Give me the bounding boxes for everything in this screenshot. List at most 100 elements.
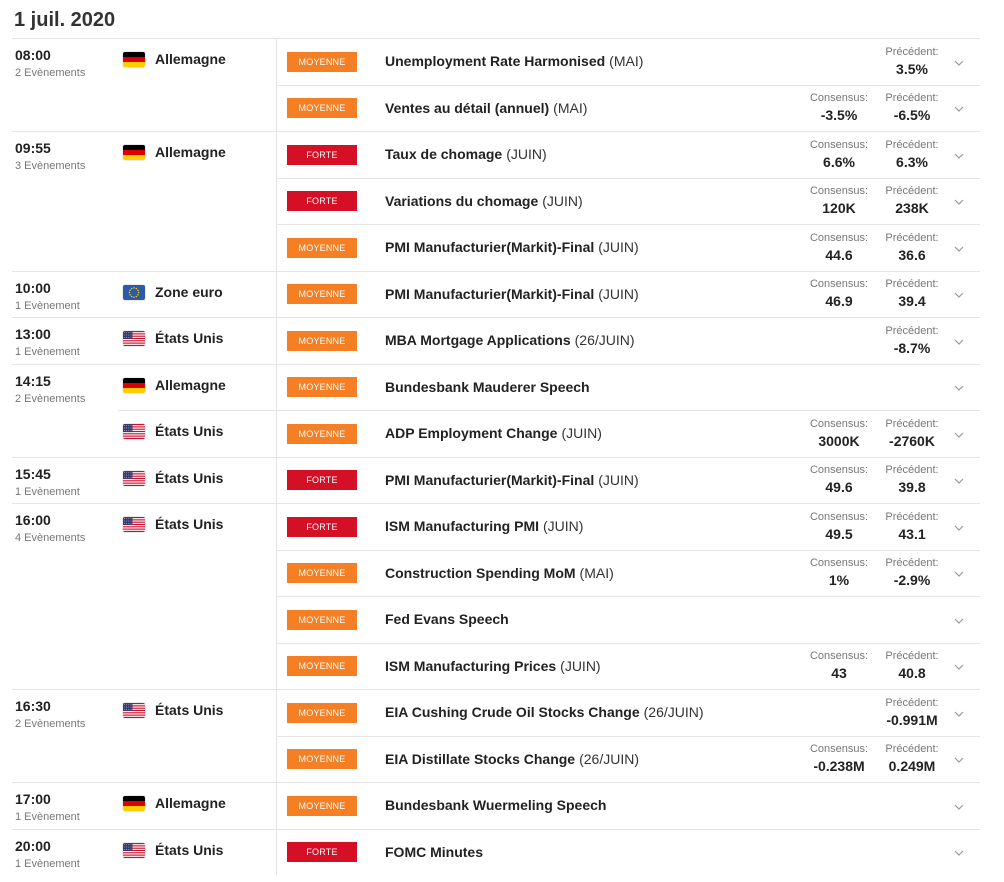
consensus-label: Consensus: [809,557,869,570]
previous-value: -2.9% [893,572,931,589]
consensus-value: -3.5% [820,107,858,124]
previous-label: Précédent: [885,231,939,244]
previous-label: Précédent: [885,557,939,570]
country-groups: États Unis FORTE ISM Manufacturing PMI (JUI… [118,503,980,689]
importance-badge: MOYENNE [287,377,357,398]
event-title: Bundesbank Mauderer Speech [385,379,804,396]
event-group: 14:15 2 Evènements Allemagne MOYENNE Bundesb… [12,363,980,457]
time-cell: 20:00 1 Evènement [12,829,118,876]
country-groups: Allemagne MOYENNE Bundesbank Mauderer Spee… [118,363,980,457]
chevron-down-icon[interactable] [953,802,965,812]
event-row[interactable]: FORTE Variations du chomage (JUIN) Consensu… [277,177,980,225]
event-row[interactable]: MOYENNE PMI Manufacturier(Markit)-Final (J… [277,224,980,271]
chevron-down-icon[interactable] [953,523,965,533]
country-label: Zone euro [123,284,276,301]
chevron-down-icon[interactable] [953,476,965,486]
event-row[interactable]: MOYENNE Construction Spending MoM (MAI) Con… [277,549,980,597]
country-cell: États Unis [118,689,277,782]
country-name: Allemagne [155,144,226,160]
event-name: PMI Manufacturier(Markit)-Final [385,471,595,488]
consensus-cell: Consensus: 6.6% [804,139,874,171]
event-row[interactable]: FORTE ISM Manufacturing PMI (JUIN) Consensu… [277,503,980,550]
previous-label: Précédent: [885,92,939,105]
country-groups: États Unis MOYENNE EIA Cushing Crude Oil S… [118,689,980,782]
event-title: Taux de chomage (JUIN) [385,146,804,163]
chevron-down-icon[interactable] [953,197,965,207]
event-title: ISM Manufacturing Prices (JUIN) [385,658,804,675]
time-cell: 16:00 4 Evènements [12,503,118,689]
event-list: MOYENNE ADP Employment Change (JUIN) Consen… [277,410,980,457]
previous-label: Précédent: [885,650,939,663]
event-time: 16:00 [15,512,51,528]
country-cell: Allemagne [118,363,277,410]
chevron-down-icon[interactable] [953,290,965,300]
country-label: États Unis [123,702,276,719]
chevron-down-icon[interactable] [953,662,965,672]
chevron-down-icon[interactable] [953,430,965,440]
importance-badge: FORTE [287,516,357,537]
chevron-down-icon[interactable] [953,58,965,68]
chevron-down-icon[interactable] [953,151,965,161]
event-row[interactable]: MOYENNE EIA Cushing Crude Oil Stocks Chan… [277,689,980,736]
date-title: 1 juil. 2020 [14,9,116,31]
event-row[interactable]: MOYENNE Bundesbank Wuermeling Speech [277,782,980,829]
event-row[interactable]: MOYENNE PMI Manufacturier(Markit)-Final (J… [277,271,980,318]
event-row[interactable]: MOYENNE Unemployment Rate Harmonised (MAI)… [277,38,980,85]
previous-label: Précédent: [885,743,939,756]
chevron-down-icon[interactable] [953,569,965,579]
event-period: (JUIN) [506,146,547,163]
previous-cell: Précédent: 36.6 [877,232,947,264]
event-list: FORTE FOMC Minutes [277,829,980,876]
event-title: PMI Manufacturier(Markit)-Final (JUIN) [385,286,804,303]
time-cell: 15:45 1 Evènement [12,457,118,504]
event-group: 16:00 4 Evènements États Unis FORTE ISM Manu… [12,503,980,689]
importance-badge: FORTE [287,144,357,165]
event-row[interactable]: MOYENNE Ventes au détail (annuel) (MAI) Con… [277,84,980,132]
previous-value: 39.4 [898,293,926,310]
chevron-down-icon[interactable] [953,709,965,719]
event-period: (MAI) [609,53,644,70]
country-cell: États Unis [118,503,277,689]
event-list: MOYENNE EIA Cushing Crude Oil Stocks Chan… [277,689,980,782]
event-row[interactable]: MOYENNE Bundesbank Mauderer Speech [277,364,980,411]
event-list: MOYENNE Bundesbank Mauderer Speech [277,364,980,411]
country-groups: États Unis FORTE FOMC Minutes [118,828,980,876]
consensus-cell: Consensus: 1% [804,557,874,589]
importance-badge: MOYENNE [287,795,357,816]
event-row[interactable]: MOYENNE Fed Evans Speech [277,596,980,643]
country-name: États Unis [155,330,224,346]
chevron-down-icon[interactable] [953,244,965,254]
event-title: EIA Distillate Stocks Change (26/JUIN) [385,751,804,768]
event-name: FOMC Minutes [385,843,483,860]
country-groups: États Unis FORTE PMI Manufacturier(Markit)… [118,456,980,504]
chevron-down-icon[interactable] [953,383,965,393]
country-cell: Allemagne [118,131,277,271]
previous-cell: Précédent: -8.7% [877,325,947,357]
country-cell: Zone euro [118,270,277,317]
chevron-down-icon[interactable] [953,616,965,626]
country-label: États Unis [123,842,276,859]
previous-label: Précédent: [885,417,939,430]
country-groups: Allemagne MOYENNE Bundesbank Wuermeling Sp… [118,782,980,829]
event-row[interactable]: FORTE Taux de chomage (JUIN) Consensus: 6.6%… [277,131,980,178]
event-name: PMI Manufacturier(Markit)-Final [385,239,595,256]
consensus-cell: Consensus: 120K [804,185,874,217]
event-title: FOMC Minutes [385,844,804,861]
event-row[interactable]: FORTE FOMC Minutes [277,829,980,876]
chevron-down-icon[interactable] [953,104,965,114]
event-row[interactable]: FORTE PMI Manufacturier(Markit)-Final (JUI… [277,457,980,504]
chevron-down-icon[interactable] [953,755,965,765]
event-row[interactable]: MOYENNE MBA Mortgage Applications (26/JUIN… [277,317,980,364]
importance-badge: MOYENNE [287,749,357,770]
country-cell: États Unis [118,456,277,503]
event-row[interactable]: MOYENNE ADP Employment Change (JUIN) Consen… [277,410,980,457]
event-row[interactable]: MOYENNE ISM Manufacturing Prices (JUIN) Con… [277,642,980,690]
germany-flag-icon [123,52,145,67]
event-title: Ventes au détail (annuel) (MAI) [385,100,804,117]
event-row[interactable]: MOYENNE EIA Distillate Stocks Change (26/J… [277,735,980,783]
chevron-down-icon[interactable] [953,337,965,347]
event-count: 2 Evènements [15,718,86,730]
previous-cell: Précédent: 6.3% [877,139,947,171]
chevron-down-icon[interactable] [953,848,965,858]
event-count: 2 Evènements [15,392,86,405]
